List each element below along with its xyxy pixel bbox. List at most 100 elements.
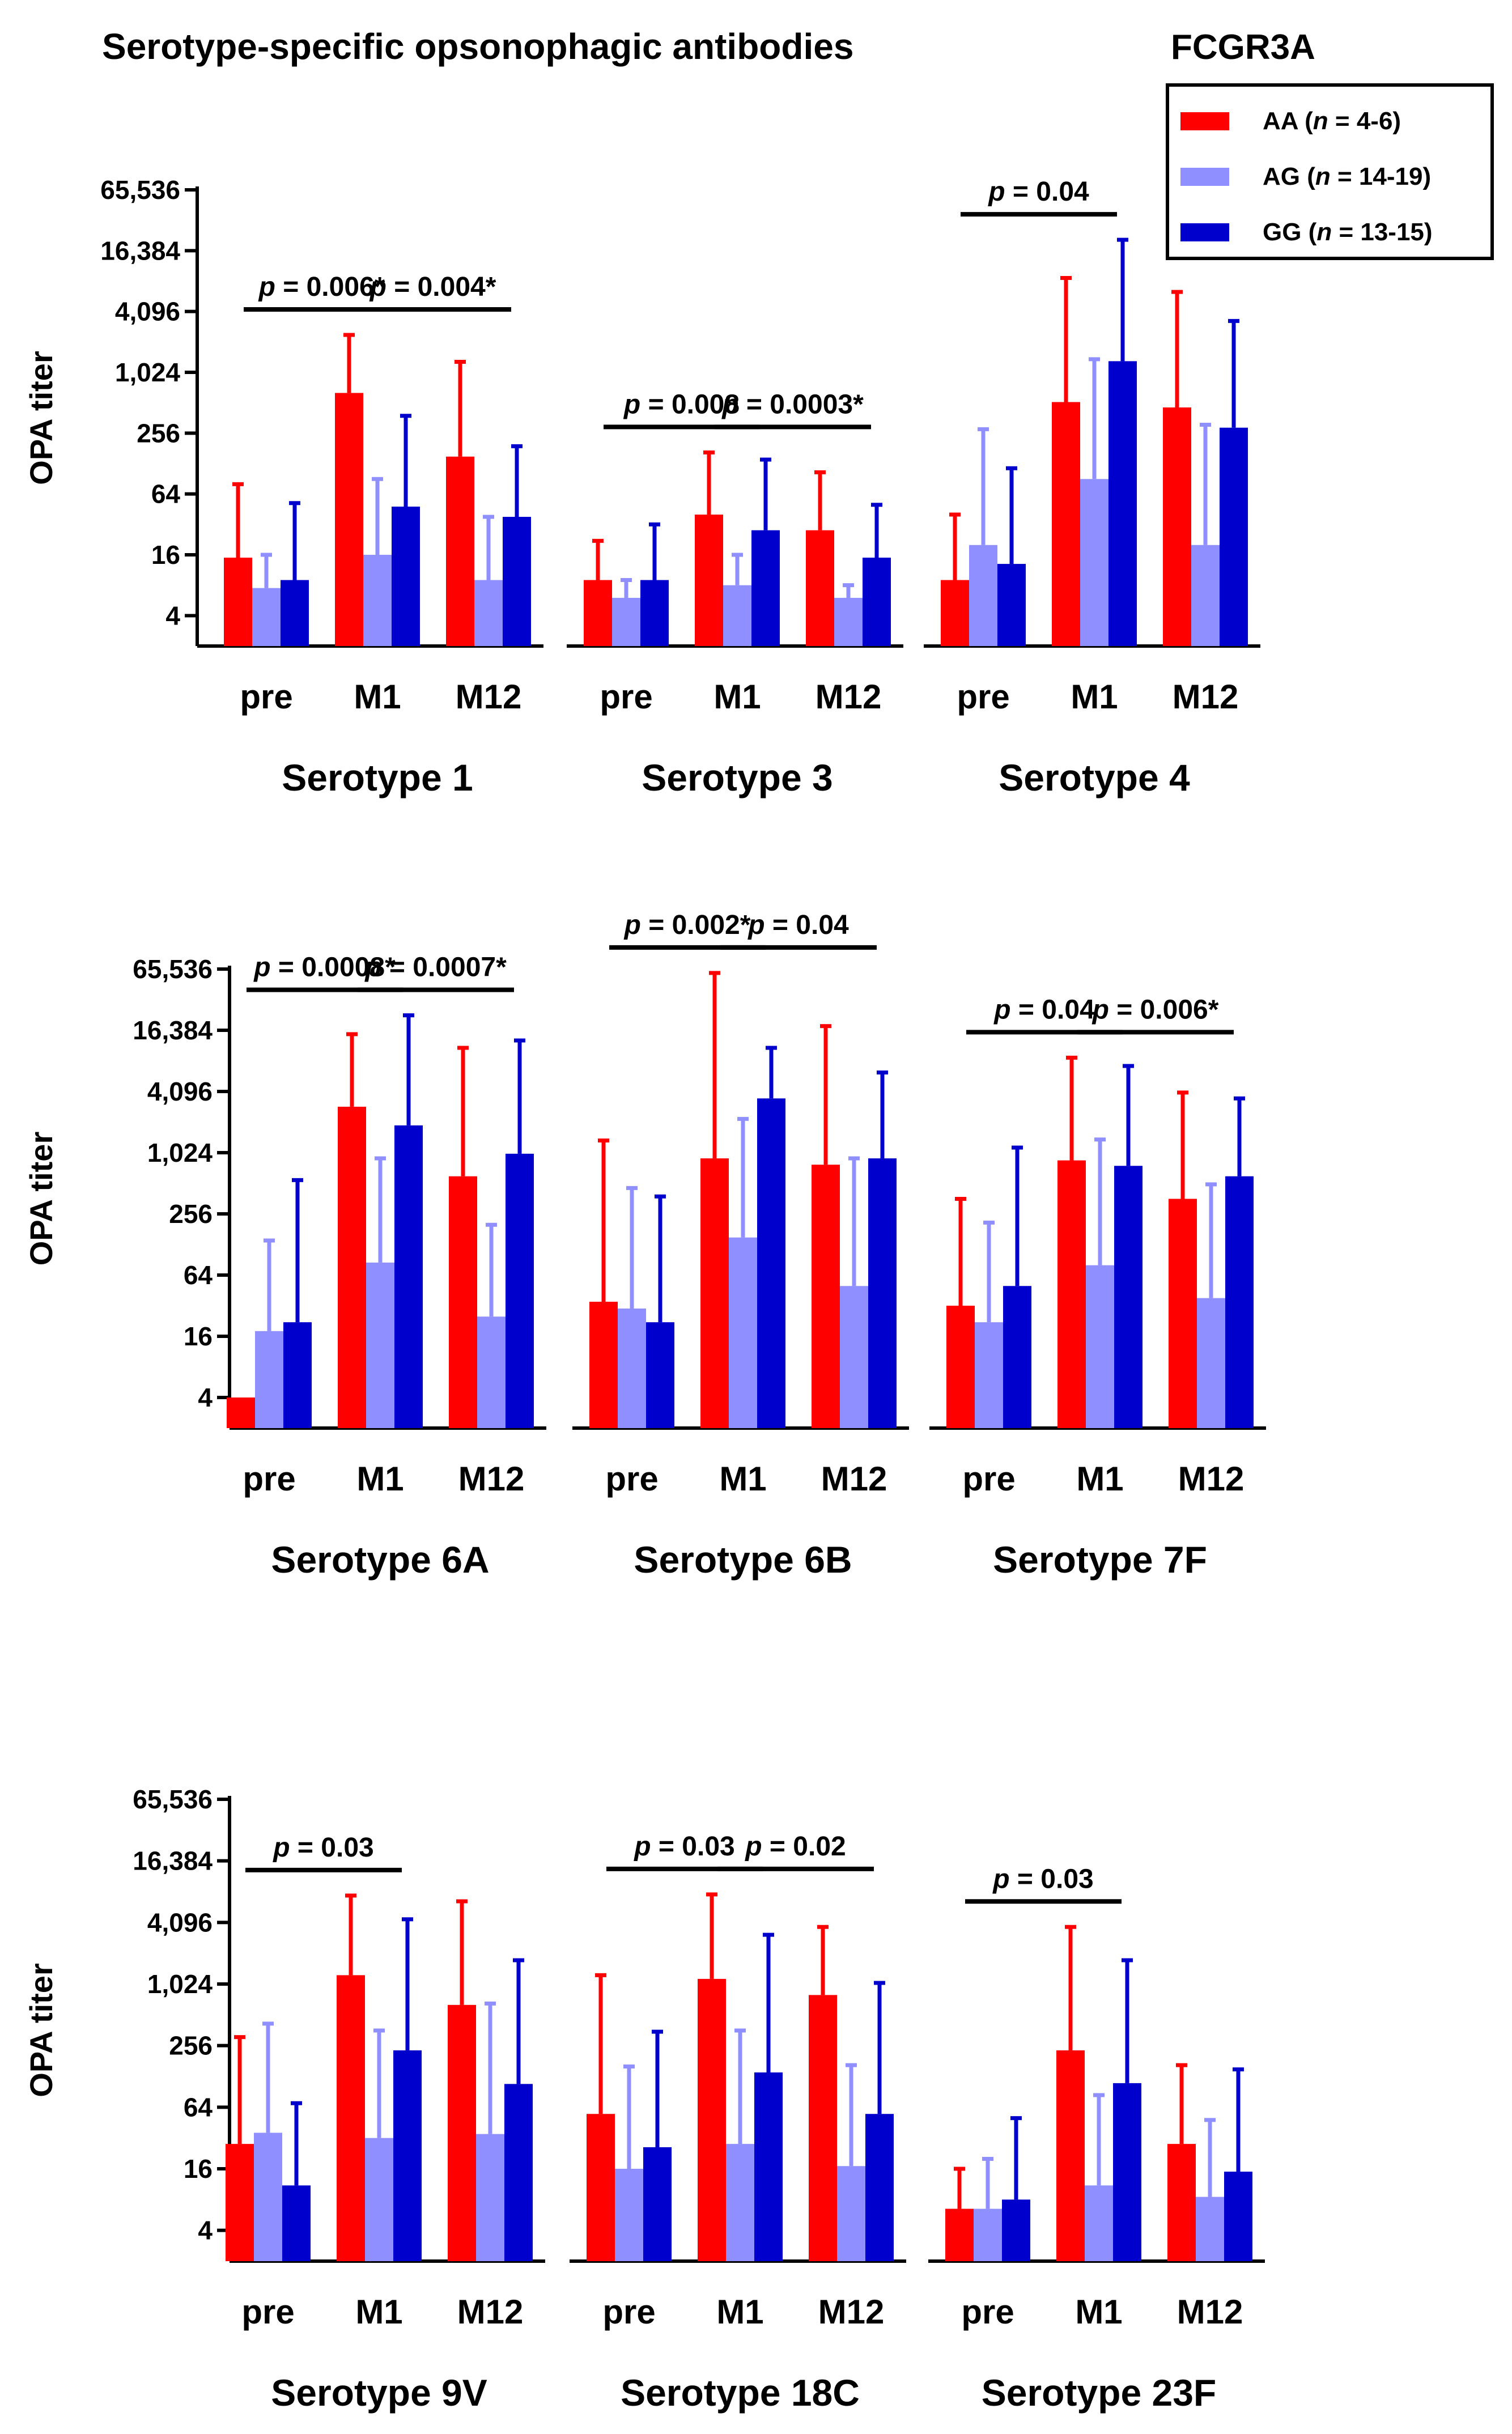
x-tick-label: pre [600,678,652,716]
x-tick-label: pre [957,678,1009,716]
x-tick-label: M1 [713,678,761,716]
bar-ag-pre [255,1331,283,1428]
bar-aa-m12 [446,456,474,646]
bar-gg-pre [997,564,1026,646]
bar-aa-pre [589,1302,618,1428]
y-tick-label: 4,096 [115,297,180,326]
panel-serotype-23f: pre M1 M12 Serotype 23F p = 0.03 [928,1864,1265,2414]
serotype-label: Serotype 3 [642,757,833,798]
bar-aa-m1 [1057,1160,1086,1428]
panel-serotype-9v: 4 16 64 256 1,024 4,096 16,384 65,536 OPA titer p… [23,1785,545,2414]
bar-gg-m12 [506,1153,534,1428]
bar-ag-m12 [1196,2197,1224,2261]
bar-aa-m1 [700,1158,729,1428]
y-tick-label: 16,384 [133,1846,213,1876]
p-value-label: p = 0.0007* [364,953,507,983]
bar-aa-m12 [812,1165,840,1428]
bar-aa-m12 [1167,2144,1196,2261]
x-tick-label: pre [243,1460,295,1498]
bar-gg-m1 [754,2072,783,2261]
x-tick-label: pre [605,1460,658,1498]
bar-ag-m1 [1085,2185,1113,2261]
x-tick-label: M1 [1071,678,1118,716]
legend-label-gg: GG (n = 13-15) [1263,218,1433,246]
bar-gg-m1 [751,530,780,646]
chart-title: Serotype-specific opsonophagic antibodie… [102,26,853,67]
x-tick-label: M12 [821,1460,887,1498]
bar-ag-m1 [726,2144,754,2261]
p-value-label: p = 0.04 [747,910,849,940]
x-tick-label: M12 [1178,1460,1245,1498]
x-tick-label: M1 [354,678,401,716]
x-tick-label: M12 [456,678,522,716]
x-tick-label: M12 [458,1460,525,1498]
x-tick-label: pre [961,2293,1014,2331]
legend-swatch-gg [1180,223,1229,241]
legend-swatch-ag [1180,168,1229,186]
bar-gg-pre [643,2147,672,2261]
y-tick-label: 256 [169,1199,213,1229]
x-tick-label: M12 [1173,678,1239,716]
serotype-label: Serotype 9V [271,2372,487,2414]
y-tick-label: 65,536 [133,954,213,984]
p-value-label: p = 0.0003* [721,389,864,419]
y-axis: 4 16 64 256 1,024 4,096 16,384 65,536 OPA titer [23,1785,231,2261]
y-tick-label: 16 [184,1322,213,1351]
y-axis: 4 16 64 256 1,024 4,096 16,384 65,536 OPA titer [23,175,199,646]
y-tick-label: 4 [165,601,180,630]
bar-gg-pre [282,2185,311,2261]
bar-ag-pre [975,1322,1003,1428]
bar-gg-pre [646,1322,674,1428]
bar-ag-m1 [363,555,392,646]
y-tick-label: 16,384 [100,236,180,265]
bar-gg-pre [283,1322,312,1428]
y-tick-label: 64 [184,2092,213,2122]
x-tick-label: pre [602,2293,655,2331]
y-tick-label: 64 [184,1260,213,1290]
bar-ag-m12 [476,2134,504,2261]
bar-gg-m1 [1113,2083,1141,2261]
legend-title: FCGR3A [1171,28,1315,67]
bar-ag-m1 [729,1237,757,1428]
p-value-label: p = 0.02 [744,1832,846,1862]
serotype-label: Serotype 23F [982,2372,1217,2414]
bar-aa-m12 [1163,407,1191,646]
p-value-label: p = 0.004* [369,272,496,302]
bar-gg-m1 [1108,361,1137,646]
x-tick-label: M12 [1177,2293,1243,2331]
x-tick-label: M1 [1076,1460,1123,1498]
bar-gg-pre [281,580,309,646]
bar-ag-m12 [1191,545,1220,646]
bar-aa-pre [946,1306,975,1428]
x-tick-label: M1 [1075,2293,1122,2331]
panel-serotype-18c: pre M1 M12 Serotype 18C p = 0.03 p = 0.02 [570,1832,906,2414]
bar-ag-m12 [474,580,503,646]
y-tick-label: 1,024 [147,1138,213,1167]
legend-label-aa: AA (n = 4-6) [1263,107,1401,135]
serotype-label: Serotype 7F [993,1539,1207,1581]
y-axis-label: OPA titer [23,1963,59,2097]
legend-swatch-aa [1180,112,1229,130]
y-tick-label: 1,024 [147,1969,213,1999]
serotype-label: Serotype 18C [621,2372,860,2414]
serotype-label: Serotype 1 [282,757,473,798]
bar-gg-m1 [1114,1166,1143,1428]
y-tick-label: 65,536 [100,175,180,205]
bar-ag-pre [974,2208,1002,2261]
x-tick-label: pre [241,2293,294,2331]
y-tick-label: 16 [151,540,180,570]
bar-ag-m12 [840,1286,868,1428]
panel-serotype-4: pre M1 M12 Serotype 4 p = 0.04 [924,177,1260,798]
y-tick-label: 4,096 [147,1077,213,1106]
bar-aa-m12 [806,530,834,646]
bar-aa-pre [941,580,969,646]
bar-gg-m12 [1224,2172,1252,2261]
p-value-label: p = 0.002* [623,910,751,940]
bar-aa-m12 [809,1995,837,2261]
serotype-label: Serotype 4 [999,757,1190,798]
x-tick-label: M12 [818,2293,885,2331]
y-tick-label: 1,024 [115,358,181,387]
y-axis-label: OPA titer [23,1132,59,1265]
